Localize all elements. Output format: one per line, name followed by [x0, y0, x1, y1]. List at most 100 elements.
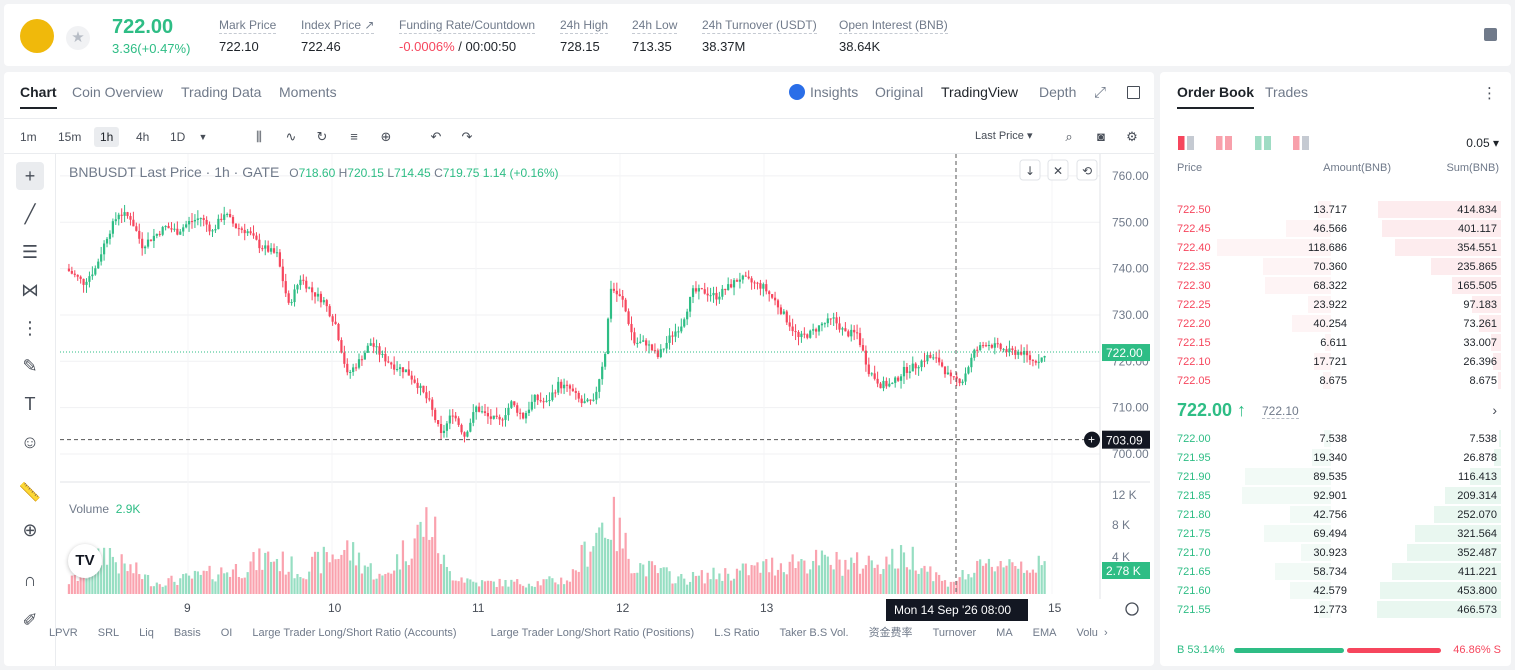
- ask-row[interactable]: 722.15 6.611 33.007: [1160, 333, 1511, 352]
- replay-icon[interactable]: ↻: [316, 129, 328, 144]
- indicator-lt-accounts[interactable]: Large Trader Long/Short Ratio (Accounts): [252, 627, 457, 639]
- indicator-turnover[interactable]: Turnover: [932, 627, 977, 639]
- candle-body: [246, 231, 249, 234]
- price-chart[interactable]: 760.00 750.00 740.00 730.00 720.00 710.00 700.…: [60, 154, 1150, 629]
- ask-row[interactable]: 722.50 13.717 414.834: [1160, 200, 1511, 219]
- volume-bar: [759, 572, 762, 594]
- volume-bar: [387, 572, 390, 594]
- candle-body: [791, 326, 794, 332]
- bid-row[interactable]: 721.65 58.734 411.221: [1160, 562, 1511, 581]
- tradingview-logo-icon[interactable]: TV: [68, 544, 102, 578]
- book-mode-split-icon[interactable]: [1293, 136, 1310, 150]
- candle-body: [979, 345, 982, 351]
- stat-mark-price[interactable]: Mark Price 722.10: [219, 18, 277, 54]
- text-tool-icon[interactable]: T: [24, 394, 36, 414]
- indicator-volume[interactable]: Volu: [1076, 627, 1098, 639]
- tab-order-book[interactable]: Order Book: [1177, 84, 1255, 109]
- trendline-tool-icon[interactable]: ╱: [24, 204, 36, 224]
- more-options-icon[interactable]: ⋮: [1482, 85, 1497, 102]
- crosshair-tool-icon[interactable]: +: [16, 162, 44, 190]
- price-cell: 721.90: [1177, 471, 1211, 483]
- bid-row[interactable]: 721.55 12.773 466.573: [1160, 600, 1511, 619]
- book-icon[interactable]: [1484, 28, 1497, 41]
- indicator-scroll-right-icon[interactable]: ›: [1103, 627, 1108, 639]
- magnet-tool-icon[interactable]: ∩: [23, 570, 37, 590]
- bid-row[interactable]: 721.70 30.923 352.487: [1160, 543, 1511, 562]
- indicator-basis[interactable]: Basis: [173, 627, 201, 639]
- ask-row[interactable]: 722.40 118.686 354.551: [1160, 238, 1511, 257]
- ask-row[interactable]: 722.20 40.254 73.261: [1160, 314, 1511, 333]
- timeframe-1d[interactable]: 1D: [170, 130, 186, 144]
- timeframe-4h[interactable]: 4h: [136, 130, 150, 144]
- emoji-tool-icon[interactable]: ☺: [20, 432, 40, 452]
- redo-icon[interactable]: ↷: [461, 129, 473, 144]
- bid-row[interactable]: 721.85 92.901 209.314: [1160, 486, 1511, 505]
- indicator-ema[interactable]: EMA: [1032, 627, 1057, 639]
- timeframe-1h[interactable]: 1h: [94, 127, 120, 147]
- tab-trades[interactable]: Trades: [1265, 84, 1309, 100]
- bid-row[interactable]: 721.95 19.340 26.878: [1160, 448, 1511, 467]
- brush-tool-icon[interactable]: ✎: [22, 356, 38, 376]
- tab-original[interactable]: Original: [875, 84, 924, 100]
- pencil-lock-icon[interactable]: ✐: [22, 610, 38, 630]
- indicator-oi[interactable]: OI: [220, 627, 233, 639]
- search-icon[interactable]: ⌕: [1065, 129, 1073, 144]
- timeframe-1m[interactable]: 1m: [20, 130, 37, 144]
- bid-row[interactable]: 721.60 42.579 453.800: [1160, 581, 1511, 600]
- ruler-tool-icon[interactable]: 📏: [18, 482, 42, 502]
- templates-icon[interactable]: ≡: [350, 129, 358, 144]
- camera-icon[interactable]: ◙: [1097, 129, 1105, 144]
- tab-coin-overview[interactable]: Coin Overview: [72, 84, 164, 100]
- fib-tool-icon[interactable]: ⋮: [21, 318, 39, 338]
- ask-row[interactable]: 722.25 23.922 97.183: [1160, 295, 1511, 314]
- indicator-liq[interactable]: Liq: [139, 627, 154, 639]
- settings-gear-icon[interactable]: ⚙: [1126, 129, 1138, 144]
- bid-row[interactable]: 721.90 89.535 116.413: [1160, 467, 1511, 486]
- bid-row[interactable]: 721.75 69.494 321.564: [1160, 524, 1511, 543]
- price-type-select[interactable]: Last Price ▾: [975, 130, 1033, 142]
- candle-body: [694, 288, 698, 292]
- indicator-ls-ratio[interactable]: L.S Ratio: [714, 627, 760, 639]
- precision-select[interactable]: 0.05 ▾: [1466, 136, 1499, 150]
- indicator-lpvr[interactable]: LPVR: [49, 627, 78, 639]
- timeframe-15m[interactable]: 15m: [58, 130, 82, 144]
- book-mode-asks-icon[interactable]: [1216, 136, 1233, 150]
- timeframe-dropdown-icon[interactable]: ▼: [198, 132, 208, 142]
- ask-row[interactable]: 722.05 8.675 8.675: [1160, 371, 1511, 390]
- indicators-icon[interactable]: ∿: [285, 129, 297, 144]
- tab-tradingview[interactable]: TradingView: [941, 84, 1019, 100]
- ask-row[interactable]: 722.35 70.360 235.865: [1160, 257, 1511, 276]
- amount-bar: [1301, 544, 1331, 561]
- tab-insights[interactable]: Insights: [789, 84, 858, 100]
- tab-trading-data[interactable]: Trading Data: [181, 84, 262, 100]
- tab-chart[interactable]: Chart: [20, 84, 57, 109]
- bid-row[interactable]: 722.00 7.538 7.538: [1160, 429, 1511, 448]
- indicator-funding[interactable]: 资金费率: [868, 627, 913, 639]
- add-alert-icon[interactable]: ⊕: [380, 129, 392, 144]
- undo-icon[interactable]: ↶: [430, 129, 442, 144]
- zoom-tool-icon[interactable]: ⊕: [22, 520, 38, 540]
- ask-row[interactable]: 722.30 68.322 165.505: [1160, 276, 1511, 295]
- tab-depth[interactable]: Depth: [1039, 84, 1077, 100]
- window-icon[interactable]: [1127, 86, 1140, 99]
- book-mode-both-icon[interactable]: [1178, 136, 1194, 150]
- tab-moments[interactable]: Moments: [279, 84, 337, 100]
- candle-body: [727, 284, 730, 291]
- indicator-lt-positions[interactable]: Large Trader Long/Short Ratio (Positions…: [490, 627, 695, 639]
- book-mode-bids-icon[interactable]: [1254, 136, 1271, 150]
- candle-type-icon[interactable]: ⫼: [256, 129, 262, 144]
- indicator-taker-vol[interactable]: Taker B.S Vol.: [779, 627, 849, 639]
- candle-body: [460, 424, 463, 433]
- pattern-tool-icon[interactable]: ⋈: [21, 280, 39, 300]
- favorite-star-icon[interactable]: ★: [66, 26, 90, 50]
- stat-funding-rate[interactable]: Funding Rate/Countdown -0.0006% / 00:00:5…: [399, 18, 536, 54]
- expand-icon[interactable]: ⤢: [1094, 84, 1107, 101]
- stat-index-price[interactable]: Index Price ↗ 722.46: [301, 18, 375, 54]
- bid-row[interactable]: 721.80 42.756 252.070: [1160, 505, 1511, 524]
- indicator-srl[interactable]: SRL: [97, 627, 120, 639]
- chevron-right-icon[interactable]: ›: [1492, 402, 1497, 418]
- hlines-tool-icon[interactable]: ☰: [21, 242, 39, 262]
- ask-row[interactable]: 722.10 17.721 26.396: [1160, 352, 1511, 371]
- ask-row[interactable]: 722.45 46.566 401.117: [1160, 219, 1511, 238]
- indicator-ma[interactable]: MA: [996, 627, 1013, 639]
